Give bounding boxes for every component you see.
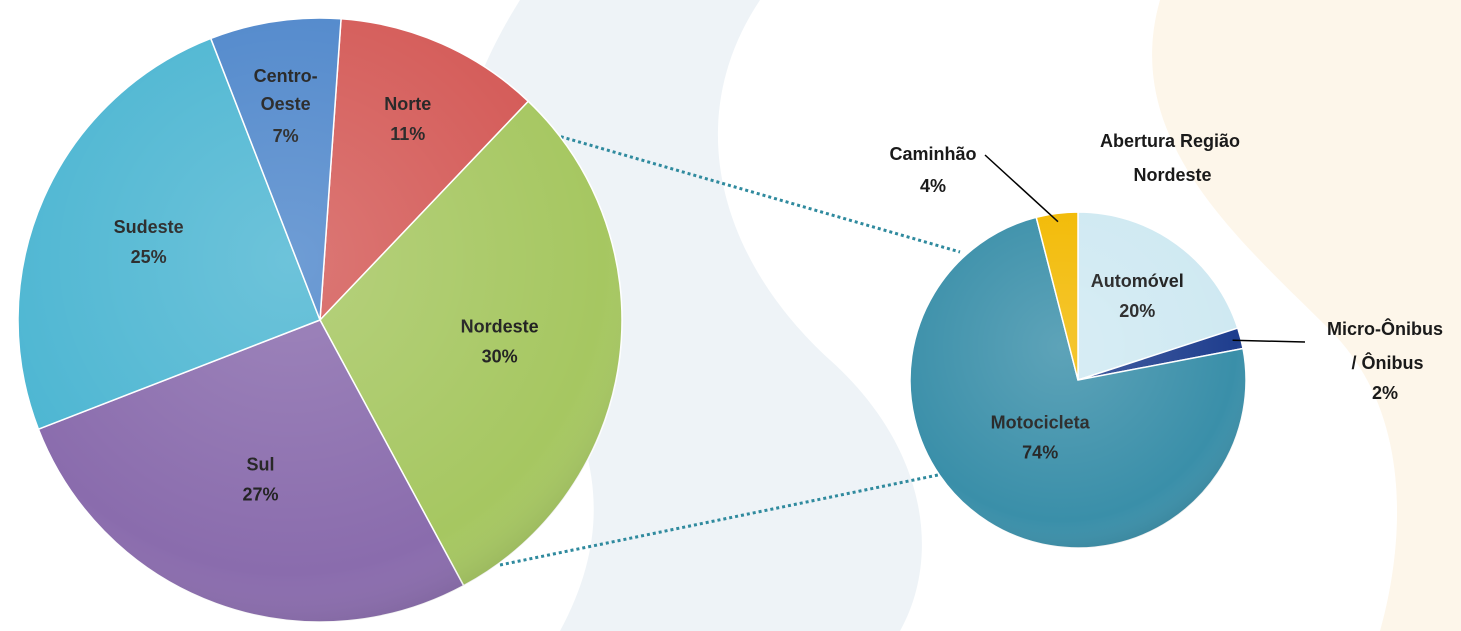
slice-value-label: 20% [1119, 301, 1155, 321]
background-shape [1152, 0, 1461, 631]
slice-value-label: 11% [390, 124, 425, 144]
slice-label: Micro-Ônibus / Ônibus [1327, 318, 1443, 373]
slice-value-label: 30% [482, 347, 518, 367]
slice-label: Sul [247, 454, 275, 474]
connector-line [554, 133, 961, 254]
slice-value-label: 2% [1372, 383, 1398, 403]
slice-value-label: 4% [920, 176, 946, 196]
leader-line [984, 154, 1059, 223]
slice-value-label: 27% [243, 484, 279, 504]
slice-label: Automóvel [1091, 271, 1184, 291]
slice-label: Nordeste [461, 317, 539, 337]
slice-label: Caminhão [889, 144, 976, 164]
slice-value-label: 74% [1022, 442, 1058, 462]
slice-label: Norte [384, 94, 431, 114]
slice-value-label: 7% [273, 126, 299, 146]
leader-line [1232, 339, 1306, 343]
chart-title: Abertura Região Nordeste [1100, 131, 1240, 185]
slice-value-label: 25% [131, 247, 167, 267]
slice-label: Motocicleta [991, 412, 1091, 432]
slice-label: Sudeste [114, 217, 184, 237]
